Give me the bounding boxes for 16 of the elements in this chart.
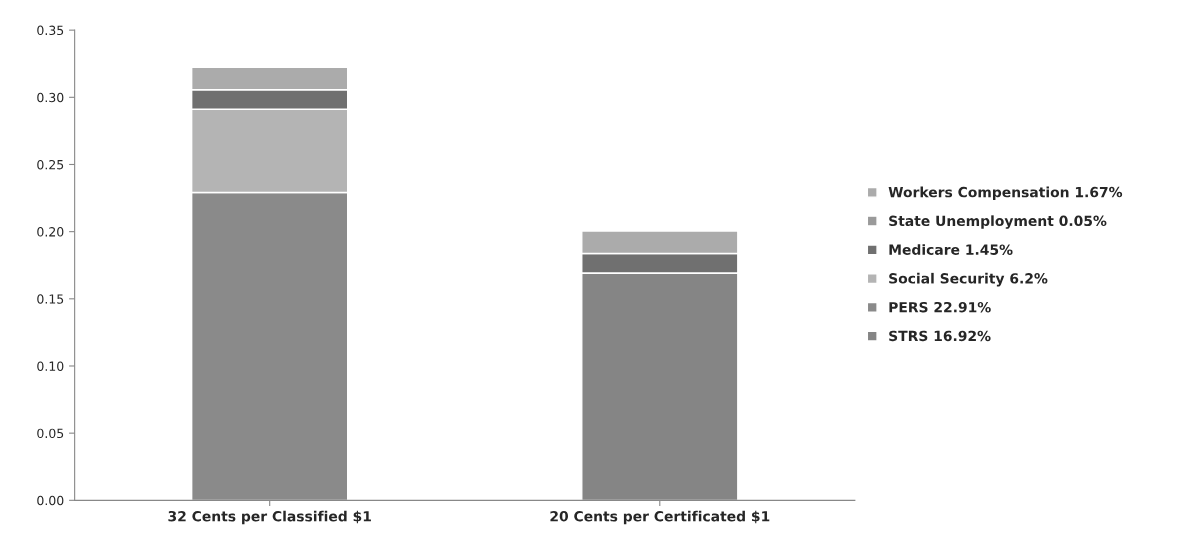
legend-label: PERS 22.91% [889,301,991,313]
y-tick-label: 0.25 [37,159,64,170]
legend-label: Social Security 6.2% [889,272,1048,287]
legend-label: STRS 16.92% [889,330,991,342]
legend-label: State Unemployment 0.05% [889,215,1107,229]
y-tick-label: 0.30 [37,92,64,103]
x-tick-label: 20 Cents per Certificated $1 [550,510,770,525]
x-tick-label: 32 Cents per Classified $1 [168,510,371,525]
y-tick-label: 0.20 [37,227,64,237]
y-tick-label: 0.15 [37,294,64,304]
legend-label: Medicare 1.45% [889,244,1013,255]
y-tick-label: 0.05 [37,428,64,439]
y-tick-label: 0.10 [37,361,64,371]
y-tick-label: 0.35 [37,25,64,36]
y-tick-label: 0.00 [37,495,64,506]
legend-label: Workers Compensation 1.67% [888,186,1123,201]
